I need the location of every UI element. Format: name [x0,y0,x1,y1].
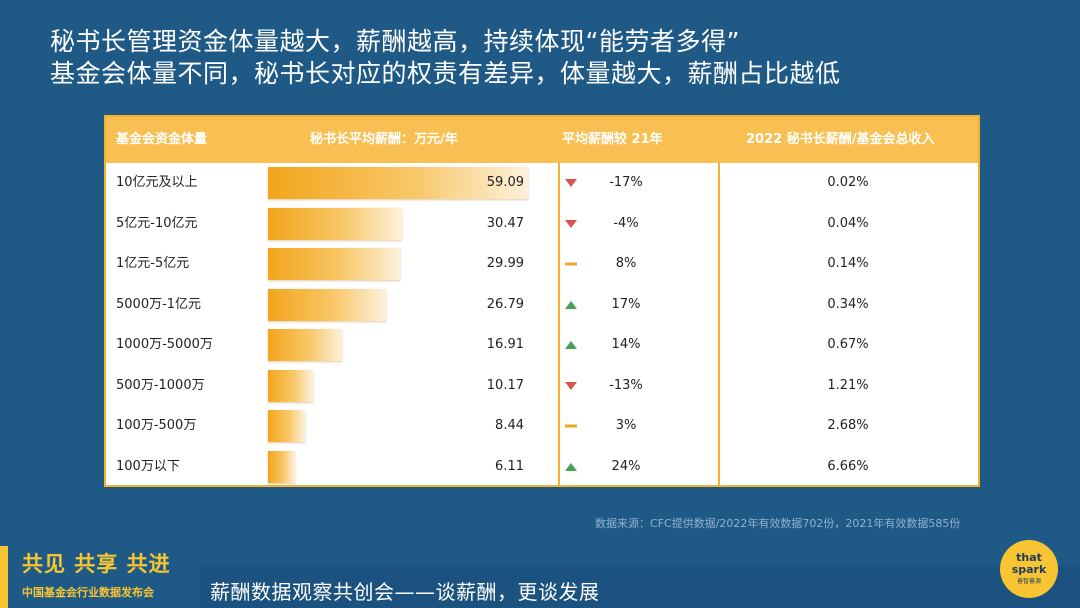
size-cell: 5亿元-10亿元 [116,215,198,231]
size-cell: 500万-1000万 [116,377,205,393]
footer-org: 中国基金会行业数据发布会 [22,586,154,599]
table-row: 1亿元-5亿元 29.99 8% 0.14% [106,244,978,284]
table-row: 100万以下 6.11 24% 6.66% [106,447,978,487]
size-cell: 1000万-5000万 [116,337,213,352]
salary-value: 10.17 [486,377,524,393]
trend-up-icon [565,300,577,309]
size-cell: 10亿元及以上 [116,175,198,190]
logo-text-1: that [1016,551,1042,564]
size-cell: 1亿元-5亿元 [116,256,190,271]
trend-flat-icon [565,262,577,266]
table-row: 5亿元-10亿元 30.47 -4% 0.04% [106,204,978,244]
logo-text-3: 善智善源 [1016,578,1041,585]
table-row: 100万-500万 8.44 3% 2.68% [106,406,978,446]
table-row: 10亿元及以上 59.09 -17% 0.02% [106,163,978,203]
trend-down-icon [565,381,577,390]
salary-bar [268,450,295,483]
change-value: -4% [613,215,639,231]
trend-up-icon [565,462,577,471]
table-row: 500万-1000万 10.17 -13% 1.21% [106,366,978,406]
trend-up-icon [565,341,577,349]
salary-value: 30.47 [486,215,524,231]
header-ratio: 2022 秘书长薪酬/基金会总收入 [746,132,935,147]
change-value: 8% [615,256,637,271]
column-divider [718,163,720,485]
size-cell: 100万-500万 [116,418,197,433]
table-row: 1000万-5000万 16.91 14% 0.67% [106,325,978,365]
ratio-value: 0.67% [827,337,869,352]
ratio-value: 0.02% [827,175,869,190]
ratio-value: 6.66% [827,458,869,474]
salary-value: 8.44 [495,418,524,433]
footer-accent-bar [0,546,8,608]
salary-value: 6.11 [495,458,524,474]
salary-bar [268,369,313,402]
that-spark-logo: that spark 善智善源 [1000,540,1058,598]
salary-bar [268,207,403,240]
salary-bar [268,167,528,199]
ratio-value: 1.21% [827,377,869,393]
salary-bar [268,288,386,321]
ratio-value: 2.68% [827,418,869,433]
salary-value: 29.99 [486,256,524,271]
footer-slogan: 共见 共享 共进 [22,552,171,576]
change-value: 17% [611,296,641,312]
headline: 秘书长管理资金体量越大，薪酬越高，持续体现“能劳者多得” 基金会体量不同，秘书长… [50,26,841,90]
ratio-value: 0.04% [827,215,869,231]
change-value: -13% [609,377,643,393]
trend-down-icon [565,219,577,228]
salary-bar [268,410,306,442]
salary-value: 16.91 [486,337,524,352]
salary-value: 26.79 [486,296,524,312]
logo-text-2: spark [1011,563,1047,576]
headline-line-2: 基金会体量不同，秘书长对应的权责有差异，体量越大，薪酬占比越低 [50,59,841,88]
salary-bar [268,248,400,280]
salary-table: 基金会资金体量 秘书长平均薪酬：万元/年 平均薪酬较 21年 2022 秘书长薪… [104,115,980,487]
column-divider [558,163,560,485]
change-value: 24% [611,458,641,474]
header-size: 基金会资金体量 [116,132,208,147]
salary-value: 59.09 [486,175,524,190]
change-value: 14% [611,337,641,352]
salary-bar [268,329,343,361]
footer-brand: 共见 共享 共进 中国基金会行业数据发布会 [22,548,171,600]
size-cell: 5000万-1亿元 [116,296,202,312]
ratio-value: 0.14% [827,256,869,271]
ratio-value: 0.34% [827,296,869,312]
header-salary: 秘书长平均薪酬：万元/年 [310,132,458,147]
tagline-band [200,565,1080,608]
trend-flat-icon [565,424,577,428]
headline-line-1: 秘书长管理资金体量越大，薪酬越高，持续体现“能劳者多得” [50,27,740,56]
table-row: 5000万-1亿元 26.79 17% 0.34% [106,285,978,325]
footer-tagline: 薪酬数据观察共创会——谈薪酬，更谈发展 [210,580,600,604]
table-header: 基金会资金体量 秘书长平均薪酬：万元/年 平均薪酬较 21年 2022 秘书长薪… [106,117,978,163]
size-cell: 100万以下 [116,458,180,474]
data-source-note: 数据来源：CFC提供数据/2022年有效数据702份，2021年有效数据585份 [595,517,961,530]
change-value: 3% [615,418,637,433]
trend-down-icon [565,179,577,187]
change-value: -17% [609,175,643,190]
header-change: 平均薪酬较 21年 [562,132,663,147]
